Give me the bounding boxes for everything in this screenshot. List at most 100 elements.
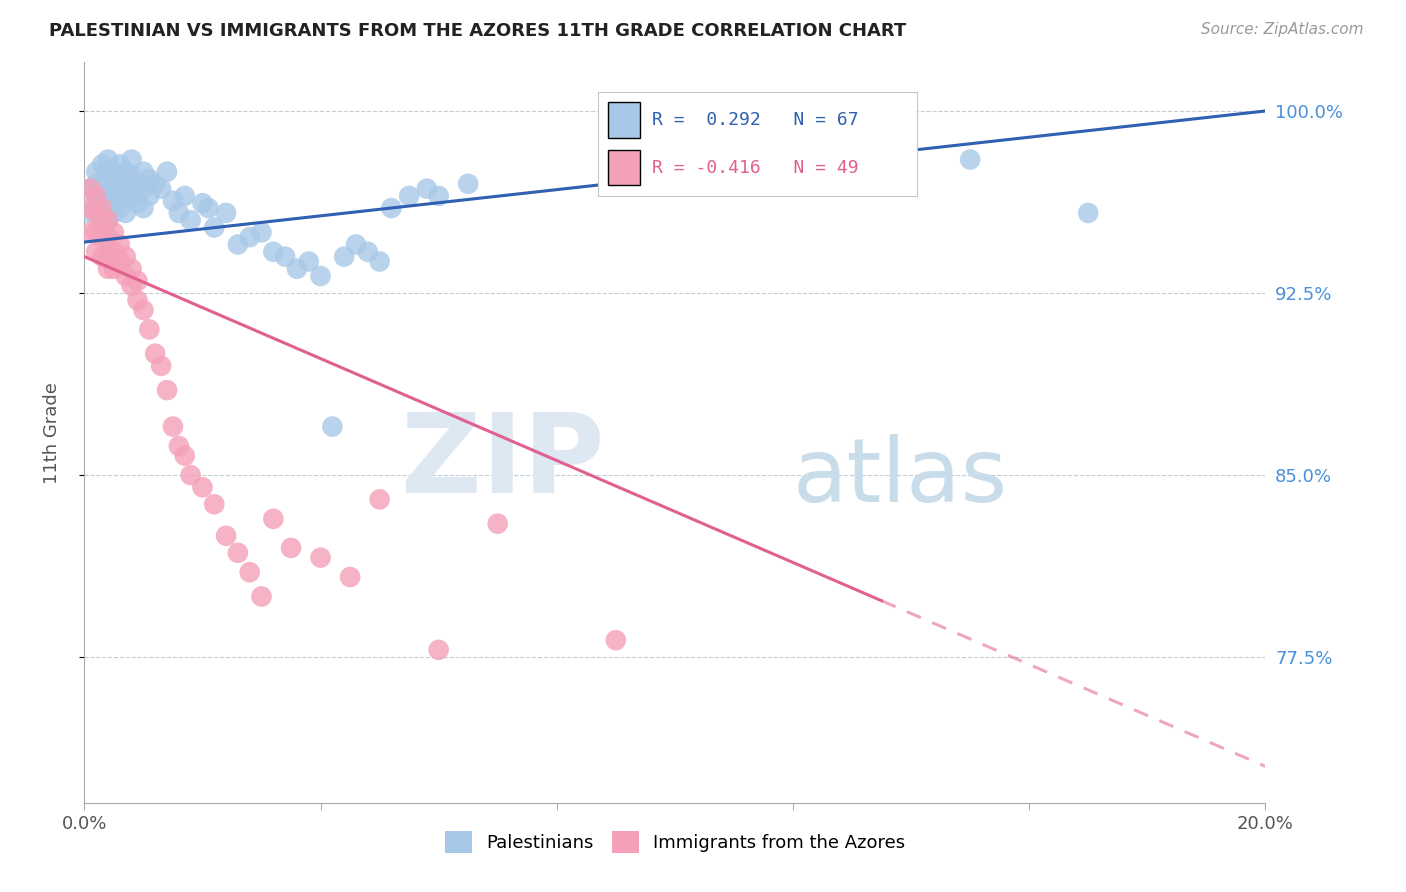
Point bbox=[156, 164, 179, 178]
Point bbox=[357, 244, 380, 259]
Point bbox=[84, 244, 107, 259]
Point bbox=[298, 254, 321, 268]
Point bbox=[162, 194, 184, 208]
Point bbox=[79, 206, 101, 220]
Point bbox=[173, 189, 195, 203]
Point bbox=[121, 278, 143, 293]
Point bbox=[333, 250, 356, 264]
Point bbox=[250, 590, 273, 604]
Point bbox=[150, 359, 173, 373]
Point bbox=[97, 213, 120, 227]
Point bbox=[114, 177, 136, 191]
Point bbox=[167, 206, 190, 220]
Point bbox=[262, 244, 284, 259]
Point bbox=[91, 213, 114, 227]
Point bbox=[108, 157, 131, 171]
Point bbox=[103, 206, 125, 220]
Point bbox=[202, 497, 225, 511]
Point bbox=[108, 172, 131, 186]
Text: PALESTINIAN VS IMMIGRANTS FROM THE AZORES 11TH GRADE CORRELATION CHART: PALESTINIAN VS IMMIGRANTS FROM THE AZORE… bbox=[49, 22, 907, 40]
Point bbox=[97, 182, 120, 196]
Point bbox=[197, 201, 219, 215]
Point bbox=[180, 213, 202, 227]
Point bbox=[91, 213, 114, 227]
Point bbox=[173, 449, 195, 463]
Point bbox=[368, 492, 391, 507]
Point bbox=[97, 213, 120, 227]
Point bbox=[191, 196, 214, 211]
Point bbox=[79, 182, 101, 196]
Point bbox=[605, 633, 627, 648]
Point bbox=[79, 225, 101, 239]
Point bbox=[97, 230, 120, 244]
Point bbox=[202, 220, 225, 235]
Point bbox=[84, 201, 107, 215]
Point bbox=[427, 189, 450, 203]
Legend: Palestinians, Immigrants from the Azores: Palestinians, Immigrants from the Azores bbox=[437, 824, 912, 861]
Point bbox=[103, 225, 125, 239]
Point bbox=[97, 261, 120, 276]
Point bbox=[97, 250, 120, 264]
Point bbox=[79, 182, 101, 196]
Point bbox=[108, 254, 131, 268]
Point bbox=[143, 177, 166, 191]
Point bbox=[427, 643, 450, 657]
Point bbox=[150, 182, 173, 196]
Point bbox=[138, 172, 160, 186]
Point bbox=[121, 153, 143, 167]
Point bbox=[114, 164, 136, 178]
Point bbox=[344, 237, 367, 252]
Point bbox=[97, 153, 120, 167]
Point bbox=[162, 419, 184, 434]
Point bbox=[108, 182, 131, 196]
Point bbox=[959, 153, 981, 167]
Point bbox=[97, 164, 120, 178]
Point bbox=[127, 196, 149, 211]
Point bbox=[91, 196, 114, 211]
Point bbox=[309, 550, 332, 565]
Point bbox=[114, 268, 136, 283]
Text: atlas: atlas bbox=[793, 434, 1008, 521]
Point bbox=[84, 206, 107, 220]
Point bbox=[274, 250, 297, 264]
Point bbox=[91, 230, 114, 244]
Point bbox=[121, 189, 143, 203]
Point bbox=[368, 254, 391, 268]
Point bbox=[280, 541, 302, 555]
Point bbox=[97, 196, 120, 211]
Point bbox=[167, 439, 190, 453]
Point bbox=[79, 201, 101, 215]
Point bbox=[84, 225, 107, 239]
Point bbox=[138, 189, 160, 203]
Point bbox=[127, 293, 149, 308]
Point bbox=[457, 177, 479, 191]
Point bbox=[103, 164, 125, 178]
Point bbox=[132, 182, 155, 196]
Point bbox=[215, 529, 238, 543]
Point bbox=[108, 201, 131, 215]
Point bbox=[132, 303, 155, 318]
Point bbox=[121, 261, 143, 276]
Point bbox=[91, 201, 114, 215]
Point bbox=[239, 230, 262, 244]
Point bbox=[226, 237, 249, 252]
Point bbox=[309, 268, 332, 283]
Point bbox=[339, 570, 361, 584]
Point bbox=[127, 274, 149, 288]
Point bbox=[103, 261, 125, 276]
Point bbox=[1077, 206, 1099, 220]
Point bbox=[143, 347, 166, 361]
Point bbox=[103, 189, 125, 203]
Y-axis label: 11th Grade: 11th Grade bbox=[42, 382, 60, 483]
Text: ZIP: ZIP bbox=[401, 409, 605, 516]
Point bbox=[121, 169, 143, 184]
Point bbox=[191, 480, 214, 494]
Point bbox=[108, 237, 131, 252]
Point bbox=[103, 244, 125, 259]
Point bbox=[156, 383, 179, 397]
Text: Source: ZipAtlas.com: Source: ZipAtlas.com bbox=[1201, 22, 1364, 37]
Point bbox=[226, 546, 249, 560]
Point bbox=[103, 177, 125, 191]
Point bbox=[127, 177, 149, 191]
Point bbox=[91, 250, 114, 264]
